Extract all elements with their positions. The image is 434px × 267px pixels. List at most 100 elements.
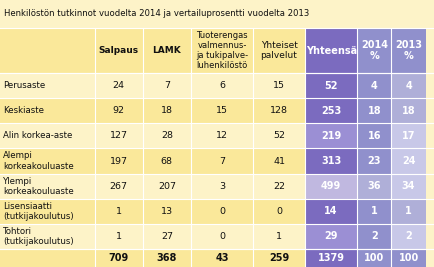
Bar (357, 148, 391, 174)
Bar (95, 224, 143, 249)
Bar (357, 199, 391, 224)
Text: Henkilöstön tutkinnot vuodelta 2014 ja vertailuprosentti vuodelta 2013: Henkilöstön tutkinnot vuodelta 2014 ja v… (4, 10, 309, 18)
Bar (191, 28, 253, 73)
Text: 17: 17 (402, 131, 415, 141)
Text: 6: 6 (219, 81, 225, 90)
Bar (0, 174, 95, 199)
Text: 1: 1 (371, 206, 378, 216)
Text: Perusaste: Perusaste (3, 81, 45, 90)
Bar (391, 98, 426, 123)
Bar (305, 174, 357, 199)
Bar (0, 98, 95, 123)
Text: Keskiaste: Keskiaste (3, 106, 44, 115)
Text: 1: 1 (116, 207, 122, 216)
Bar (357, 98, 391, 123)
Bar (95, 28, 143, 73)
Text: 43: 43 (215, 253, 229, 263)
Bar (391, 148, 426, 174)
Text: 7: 7 (164, 81, 170, 90)
Bar (0, 224, 95, 249)
Bar (253, 148, 305, 174)
Text: 24: 24 (402, 156, 415, 166)
Text: 499: 499 (321, 181, 341, 191)
Text: Yhteensä: Yhteensä (306, 45, 357, 56)
Bar (95, 98, 143, 123)
Text: 36: 36 (368, 181, 381, 191)
Bar (95, 249, 143, 267)
Text: 28: 28 (161, 131, 173, 140)
Text: 267: 267 (110, 182, 128, 191)
Bar (0, 73, 95, 98)
Text: Yhteiset
palvelut: Yhteiset palvelut (261, 41, 297, 60)
Bar (357, 249, 391, 267)
Bar (253, 224, 305, 249)
Bar (253, 98, 305, 123)
Text: 15: 15 (216, 106, 228, 115)
Bar (305, 123, 357, 148)
Text: 313: 313 (321, 156, 341, 166)
Bar (391, 123, 426, 148)
Text: 27: 27 (161, 232, 173, 241)
Bar (95, 123, 143, 148)
Text: Alempi
korkeakouluaste: Alempi korkeakouluaste (3, 151, 74, 171)
Text: 2: 2 (405, 231, 412, 241)
Bar (305, 224, 357, 249)
Text: 219: 219 (321, 131, 341, 141)
Text: 0: 0 (219, 232, 225, 241)
Text: 14: 14 (324, 206, 338, 216)
Bar (391, 224, 426, 249)
Bar (391, 28, 426, 73)
Bar (191, 199, 253, 224)
Bar (143, 249, 191, 267)
Text: 18: 18 (368, 106, 381, 116)
Text: 1: 1 (405, 206, 412, 216)
Text: 3: 3 (219, 182, 225, 191)
Text: 18: 18 (402, 106, 415, 116)
Text: 12: 12 (216, 131, 228, 140)
Text: 127: 127 (110, 131, 128, 140)
Bar (357, 73, 391, 98)
Bar (191, 98, 253, 123)
Bar (143, 148, 191, 174)
Bar (0, 249, 95, 267)
Text: 68: 68 (161, 156, 173, 166)
Bar (305, 98, 357, 123)
Bar (0, 199, 95, 224)
Bar (0, 148, 95, 174)
Text: 4: 4 (405, 81, 412, 91)
Bar (305, 199, 357, 224)
Bar (191, 174, 253, 199)
Text: 34: 34 (402, 181, 415, 191)
Bar (305, 73, 357, 98)
Text: Alin korkea-aste: Alin korkea-aste (3, 131, 72, 140)
Bar (191, 123, 253, 148)
Bar (95, 73, 143, 98)
Text: 16: 16 (368, 131, 381, 141)
Text: 13: 13 (161, 207, 173, 216)
Text: 100: 100 (364, 253, 385, 263)
Bar (143, 224, 191, 249)
Text: 7: 7 (219, 156, 225, 166)
Text: 197: 197 (110, 156, 128, 166)
Bar (357, 28, 391, 73)
Bar (253, 123, 305, 148)
Text: 1: 1 (276, 232, 282, 241)
Text: 100: 100 (398, 253, 419, 263)
Text: 0: 0 (276, 207, 282, 216)
Bar (0, 123, 95, 148)
Bar (253, 249, 305, 267)
Bar (253, 73, 305, 98)
Text: 29: 29 (324, 231, 338, 241)
Bar (95, 174, 143, 199)
Bar (357, 174, 391, 199)
Bar (253, 174, 305, 199)
Text: 709: 709 (108, 253, 129, 263)
Bar (357, 224, 391, 249)
Text: Tuoterengas
valmennus-
ja tukipalve-
luhenkilöstö: Tuoterengas valmennus- ja tukipalve- luh… (196, 31, 248, 70)
Bar (95, 199, 143, 224)
Bar (191, 148, 253, 174)
Bar (391, 174, 426, 199)
Bar (191, 249, 253, 267)
Text: 22: 22 (273, 182, 285, 191)
Text: Salpaus: Salpaus (99, 46, 139, 55)
